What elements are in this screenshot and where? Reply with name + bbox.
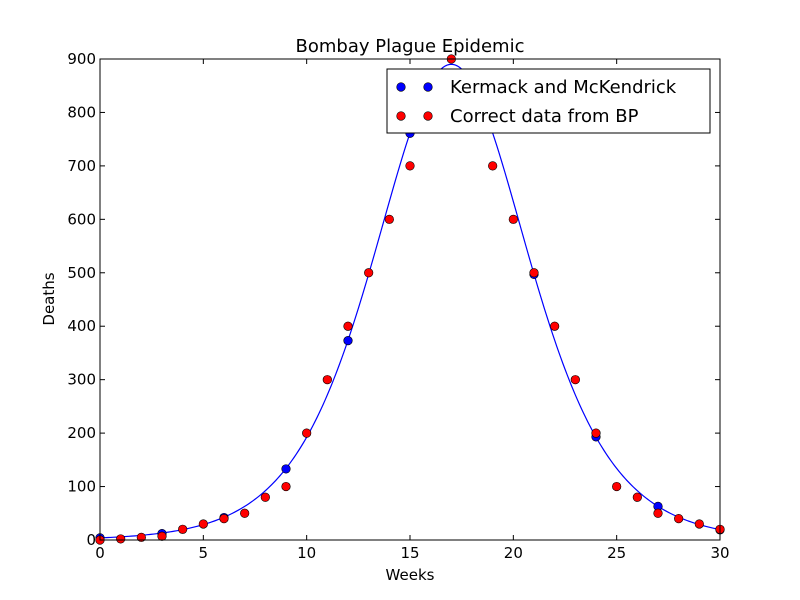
data-point-series-1 (281, 481, 291, 492)
data-point-series-1 (364, 268, 374, 278)
data-point-series-0 (343, 336, 353, 346)
legend-marker-series-0 (396, 82, 406, 92)
y-tick-label: 100 (67, 478, 96, 496)
data-point-series-1 (219, 514, 229, 524)
data-point-series-1 (550, 321, 560, 331)
y-tick-label: 700 (67, 157, 96, 175)
y-tick-label: 0 (86, 531, 96, 549)
x-tick-label: 10 (297, 544, 316, 562)
data-point-series-1 (384, 214, 394, 224)
data-point-series-1 (674, 514, 684, 524)
data-point-series-1 (136, 532, 146, 542)
y-tick-label: 800 (67, 103, 96, 121)
legend-label-correct: Correct data from BP (450, 106, 639, 127)
data-point-series-1 (198, 519, 208, 529)
data-point-series-1 (508, 214, 518, 224)
data-point-series-0 (281, 464, 291, 474)
y-tick-label: 400 (67, 317, 96, 335)
data-point-series-1 (612, 481, 622, 492)
y-tick-label: 900 (67, 50, 96, 68)
y-tick-label: 300 (67, 371, 96, 389)
y-axis-label: Deaths (40, 272, 58, 325)
data-point-series-1 (157, 531, 167, 541)
legend-marker-series-0 (423, 82, 433, 92)
x-axis-label: Weeks (386, 566, 435, 584)
data-point-series-1 (302, 428, 312, 438)
y-tick-label: 600 (67, 210, 96, 228)
x-tick-label: 20 (504, 544, 523, 562)
legend-marker-series-1 (396, 111, 406, 121)
data-point-series-1 (260, 492, 270, 502)
y-tick-label: 200 (67, 424, 96, 442)
x-tick-label: 15 (400, 544, 419, 562)
data-point-series-1 (178, 524, 188, 534)
data-point-series-1 (488, 161, 498, 171)
data-point-series-1 (570, 375, 580, 385)
data-point-series-1 (591, 428, 601, 438)
y-tick-label: 500 (67, 264, 96, 282)
x-tick-label: 5 (199, 544, 209, 562)
data-point-series-1 (322, 375, 332, 385)
x-tick-label: 25 (607, 544, 626, 562)
legend-box (386, 68, 711, 134)
data-point-series-1 (653, 508, 663, 518)
data-point-series-1 (343, 321, 353, 331)
legend-label-kermack: Kermack and McKendrick (450, 77, 677, 98)
data-point-series-1 (405, 161, 415, 171)
data-point-series-1 (694, 519, 704, 529)
data-point-series-1 (116, 534, 126, 544)
data-point-series-1 (240, 508, 250, 518)
legend-markers (396, 82, 433, 121)
data-point-series-1 (632, 492, 642, 502)
chart-title: Bombay Plague Epidemic (296, 36, 525, 57)
x-tick-label: 30 (710, 544, 729, 562)
data-point-series-1 (529, 268, 539, 278)
legend-marker-series-1 (423, 111, 433, 121)
legend: Kermack and McKendrick Correct data from… (386, 68, 711, 134)
x-tick-label: 0 (95, 544, 105, 562)
